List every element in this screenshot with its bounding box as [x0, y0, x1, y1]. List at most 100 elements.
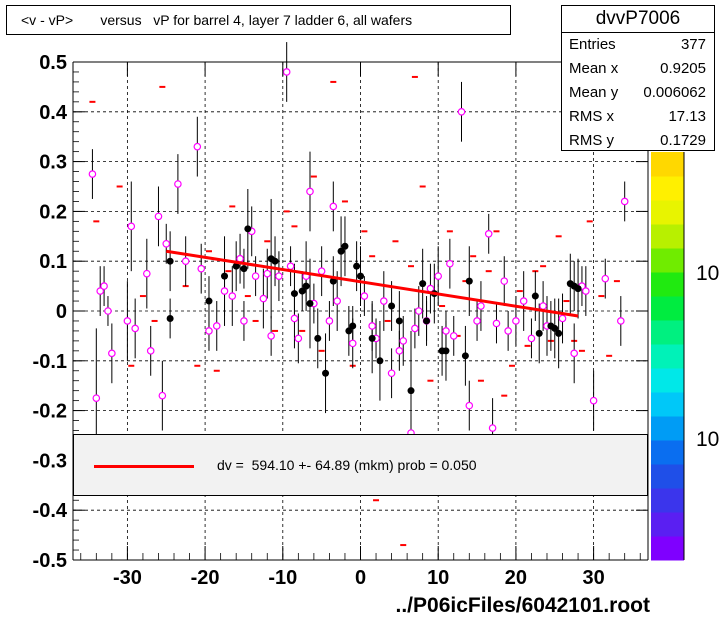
data-point-filled [322, 369, 330, 377]
data-point-open [127, 222, 136, 231]
x-tick-label: -30 [113, 567, 142, 589]
data-point-open [290, 314, 299, 323]
x-tick-label: 0 [355, 567, 366, 589]
data-point-filled [240, 265, 248, 273]
data-point-open [143, 269, 151, 278]
error-bars [91, 42, 626, 468]
data-point-open [360, 292, 369, 300]
y-tick-label: -0.1 [33, 351, 67, 373]
data-point-open [197, 264, 206, 273]
x-tick-label: -20 [191, 567, 220, 589]
data-point-open [620, 197, 629, 206]
x-tick-label: 30 [582, 567, 604, 589]
data-point-open [286, 262, 295, 270]
x-tick-label: 10 [427, 567, 449, 589]
data-point-open [92, 394, 101, 402]
stats-box: dvvP7006 Entries 377 Mean x 0.9205 Mean … [561, 5, 715, 151]
palette-label: 10 [696, 428, 719, 451]
palette-segment [651, 152, 684, 177]
data-point-open [492, 319, 501, 328]
data-point-open [162, 239, 171, 248]
data-point-open [212, 322, 221, 330]
data-point-open [457, 108, 466, 116]
palette-segment [651, 512, 684, 537]
data-point-open [174, 180, 182, 188]
data-point-open [512, 317, 520, 325]
data-point-filled [531, 292, 539, 300]
palette-segment [651, 368, 684, 393]
stats-value: 0.9205 [660, 60, 706, 77]
stats-label: RMS y [569, 132, 614, 149]
palette-segment [651, 248, 684, 273]
data-point-filled [290, 290, 298, 298]
data-point-open [251, 272, 260, 280]
data-point-open [240, 317, 248, 325]
data-point-open [263, 269, 272, 278]
data-point-open [333, 297, 341, 305]
y-tick-label: -0.5 [33, 550, 67, 572]
data-point-filled [337, 247, 345, 255]
data-point-open [193, 142, 202, 151]
data-point-open [275, 272, 283, 280]
palette-segment [651, 272, 684, 297]
data-point-open [601, 274, 610, 283]
data-point-open [259, 294, 268, 303]
data-point-filled [341, 242, 349, 250]
data-point-open [434, 272, 443, 280]
palette-segment [651, 296, 684, 321]
data-point-open [228, 292, 237, 300]
data-point-filled [388, 302, 396, 310]
data-point-open [158, 391, 167, 400]
y-tick-label: 0.4 [39, 102, 68, 124]
data-point-open [589, 396, 598, 405]
fit-line-group [166, 249, 579, 318]
data-point-open [306, 187, 314, 196]
data-point-filled [298, 287, 306, 295]
data-point-filled [302, 282, 310, 290]
data-point-filled [271, 257, 279, 265]
palette-segment [651, 440, 684, 465]
data-points [88, 68, 629, 437]
data-point-open [527, 334, 536, 343]
data-point-open [329, 202, 338, 211]
data-point-open [282, 68, 291, 76]
data-point-open [395, 347, 404, 355]
data-point-open [154, 212, 163, 221]
stats-row-rms-x: RMS x 17.13 [562, 105, 714, 129]
y-tick-label: 0 [56, 301, 67, 323]
data-point-filled [461, 352, 469, 360]
data-point-filled [232, 262, 240, 270]
data-point-filled [465, 277, 473, 285]
data-point-open [146, 347, 155, 355]
chart-title: <v - vP> versus vP for barrel 4, layer 7… [6, 5, 511, 35]
fit-legend-label: dv = 594.10 +- 64.89 (mkm) prob = 0.050 [217, 457, 477, 473]
data-point-open [325, 317, 334, 325]
data-point-open [465, 401, 474, 410]
data-point-filled [376, 357, 384, 365]
data-point-filled [535, 329, 543, 337]
data-point-open [267, 332, 275, 340]
data-point-open [220, 287, 229, 295]
palette-segment [651, 464, 684, 489]
data-point-filled [407, 387, 415, 395]
data-point-filled [166, 314, 174, 322]
data-point-filled [442, 347, 450, 355]
y-tick-label: 0.2 [39, 201, 67, 223]
data-point-open [442, 327, 450, 335]
data-point-open [368, 322, 376, 330]
palette-segment [651, 224, 684, 249]
x-tick-label: -10 [268, 567, 297, 589]
palette-label: 10 [696, 262, 719, 285]
data-point-open [104, 307, 112, 315]
data-point-filled [419, 280, 427, 288]
data-point-filled [353, 262, 361, 270]
data-point-open [108, 349, 116, 358]
data-point-open [488, 424, 497, 432]
data-point-open [100, 282, 108, 290]
data-point-open [582, 287, 590, 295]
data-point-open [205, 327, 213, 335]
color-palette-bar: 10 10 [651, 152, 719, 561]
data-point-open [131, 324, 139, 333]
data-point-open [558, 314, 567, 323]
